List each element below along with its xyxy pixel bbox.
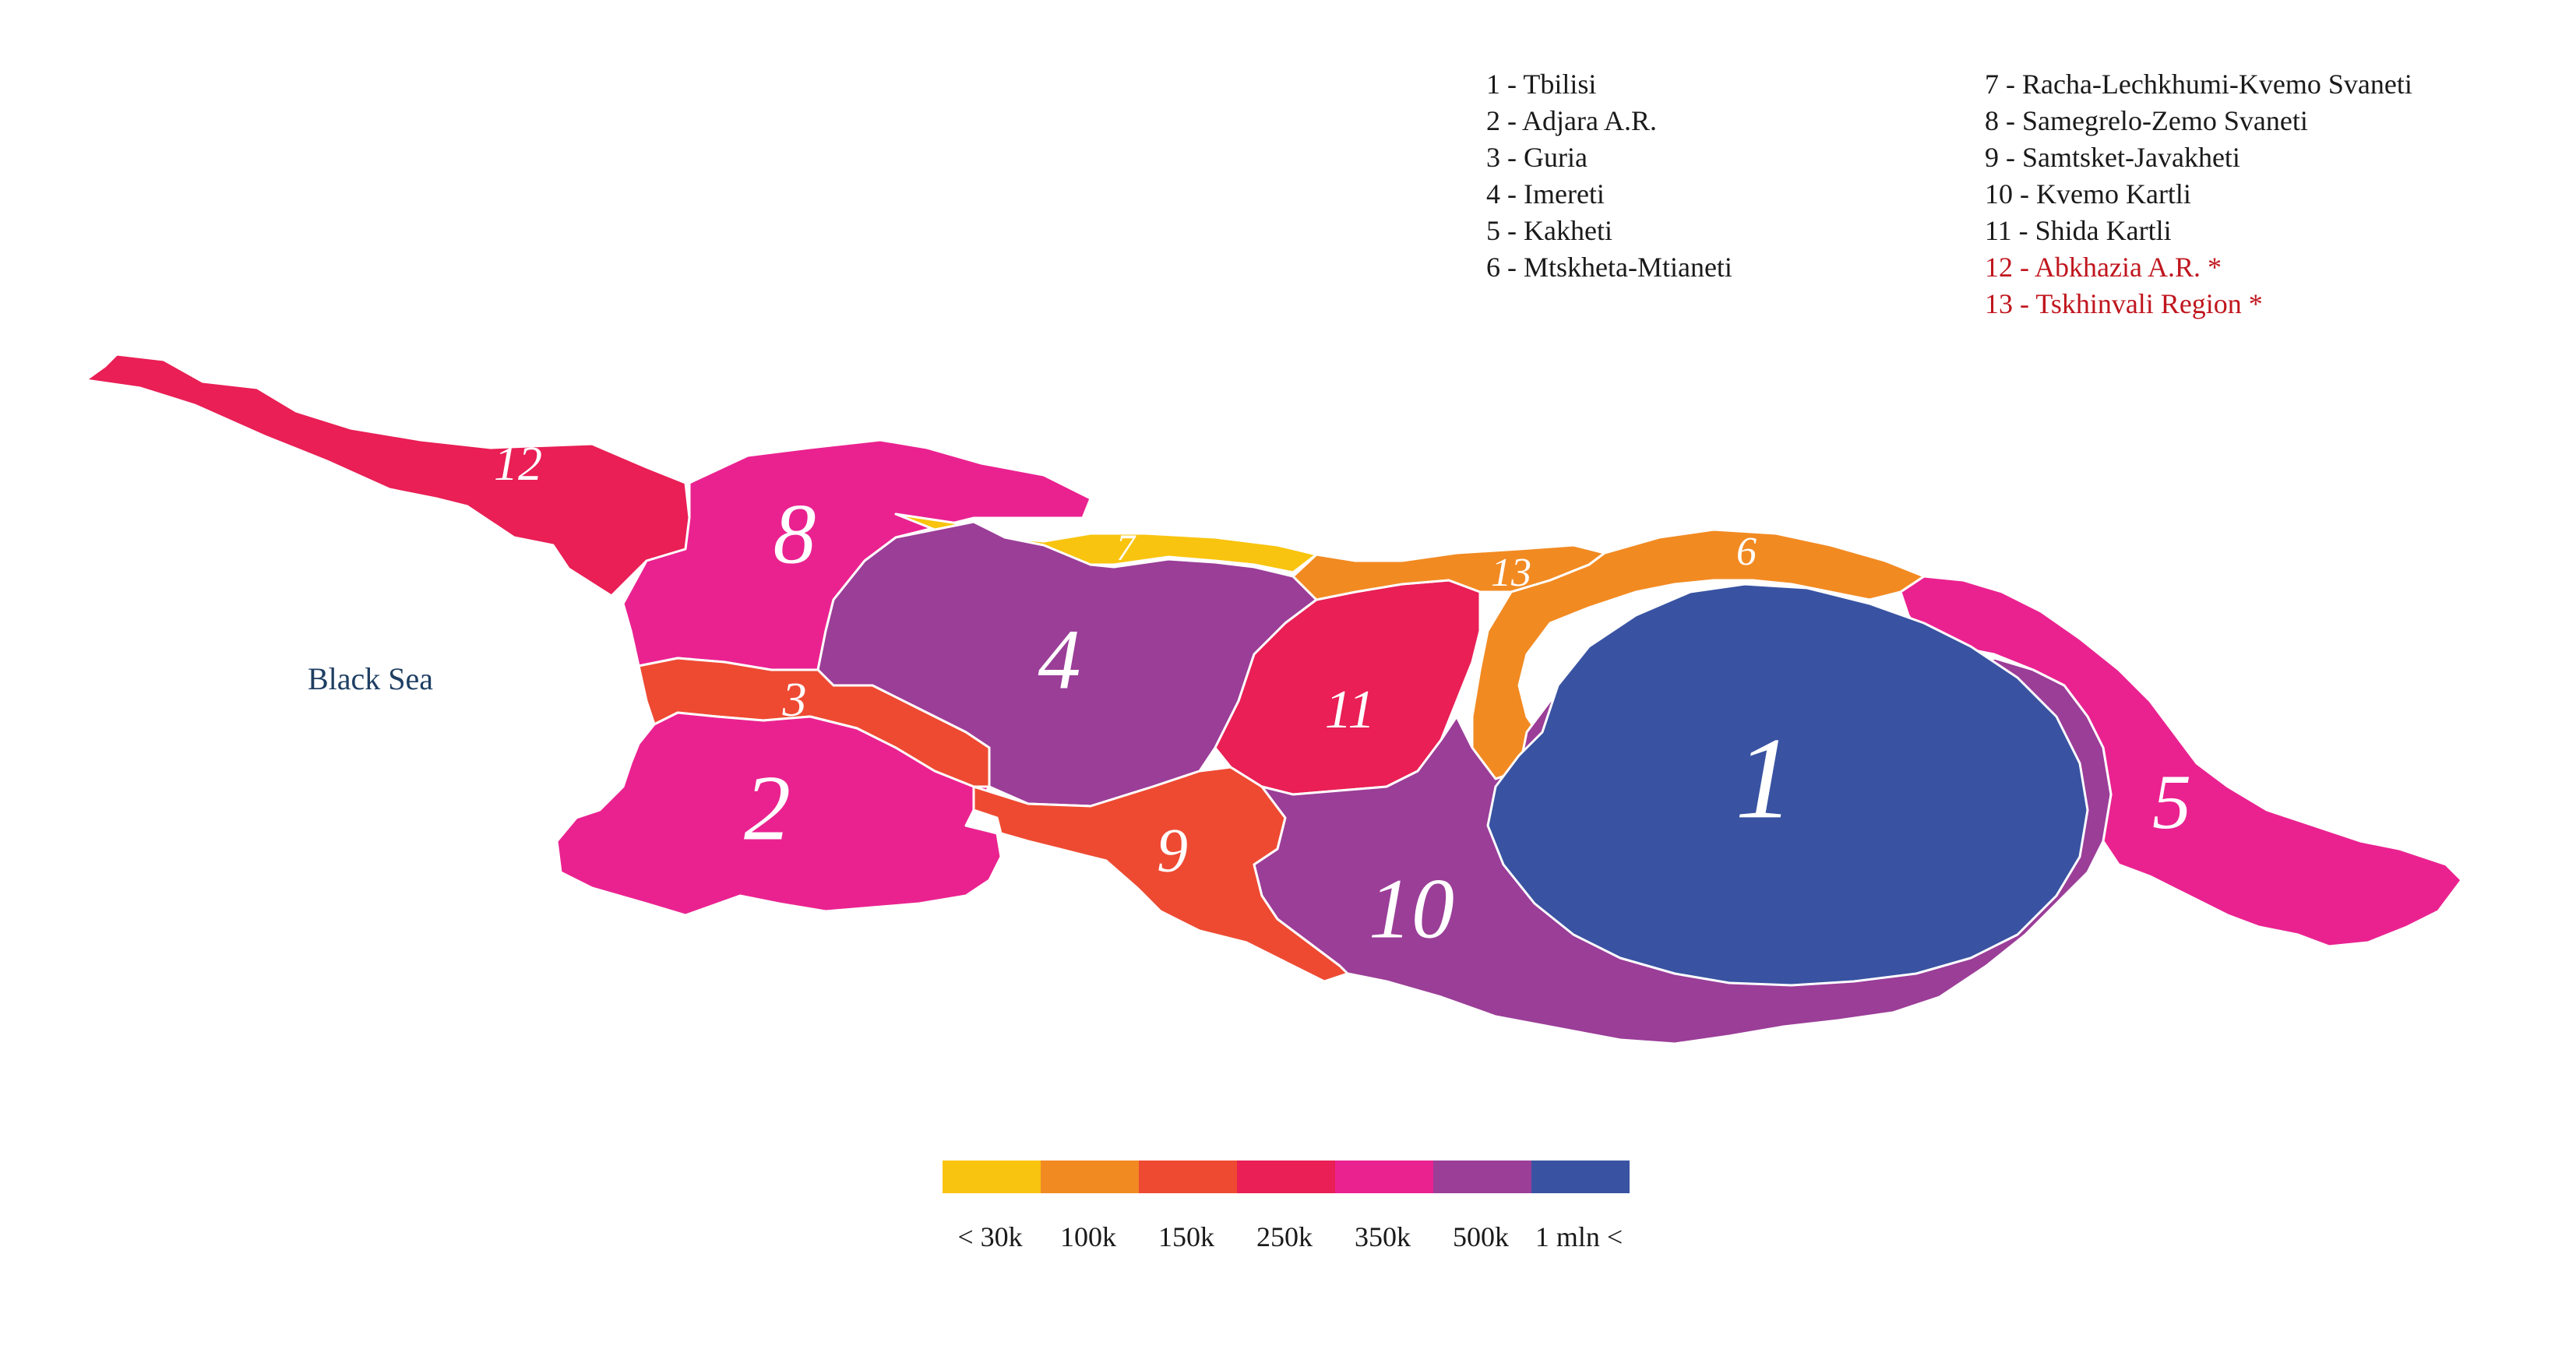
legend-item-11: 11 - Shida Kartli	[1985, 215, 2172, 246]
scale-label-2: 150k	[1158, 1221, 1214, 1252]
legend-column-2: 7 - Racha-Lechkhumi-Kvemo Svaneti 8 - Sa…	[1985, 69, 2412, 319]
scale-label-4: 350k	[1355, 1221, 1411, 1252]
region-label-2: 2	[744, 756, 791, 860]
legend-item-7: 7 - Racha-Lechkhumi-Kvemo Svaneti	[1985, 69, 2412, 100]
region-label-12: 12	[494, 438, 542, 491]
region-12-abkhazia[interactable]	[84, 353, 691, 597]
legend-item-6: 6 - Mtskheta-Mtianeti	[1486, 252, 1732, 283]
scale-swatch-6	[1531, 1161, 1630, 1193]
region-label-1: 1	[1736, 713, 1794, 843]
legend-item-2: 2 - Adjara A.R.	[1486, 105, 1657, 136]
scale-swatch-1	[1041, 1161, 1139, 1193]
legend-item-4: 4 - Imereti	[1486, 178, 1605, 210]
legend-item-12: 12 - Abkhazia A.R. *	[1985, 252, 2222, 283]
region-label-10: 10	[1369, 861, 1454, 956]
region-6-mtskheta[interactable]	[1471, 528, 1926, 780]
color-scale: < 30k 100k 150k 250k 350k 500k 1 mln <	[943, 1161, 1630, 1252]
legend-item-8: 8 - Samegrelo-Zemo Svaneti	[1985, 105, 2308, 136]
region-labels: 1 2 3 4 5 6 7 8 9 10 11 12 13	[494, 438, 2191, 956]
region-label-13: 13	[1491, 551, 1531, 595]
scale-swatch-3	[1237, 1161, 1335, 1193]
scale-label-3: 250k	[1256, 1221, 1313, 1252]
region-label-8: 8	[774, 486, 816, 581]
scale-swatch-2	[1139, 1161, 1237, 1193]
scale-swatch-4	[1335, 1161, 1433, 1193]
legend-item-5: 5 - Kakheti	[1486, 215, 1612, 246]
scale-label-5: 500k	[1453, 1221, 1509, 1252]
legend-item-9: 9 - Samtsket-Javakheti	[1985, 142, 2240, 173]
region-label-7: 7	[1116, 527, 1136, 569]
regions	[84, 353, 2463, 1045]
legend-item-1: 1 - Tbilisi	[1486, 69, 1596, 100]
region-label-6: 6	[1736, 530, 1757, 574]
legend-column-1: 1 - Tbilisi 2 - Adjara A.R. 3 - Guria 4 …	[1486, 69, 1732, 283]
legend-item-10: 10 - Kvemo Kartli	[1985, 178, 2191, 210]
region-label-9: 9	[1157, 816, 1188, 885]
region-2-adjara[interactable]	[555, 711, 1003, 917]
region-1-tbilisi[interactable]	[1486, 583, 2089, 987]
legend-item-3: 3 - Guria	[1486, 142, 1588, 173]
scale-label-6: 1 mln <	[1535, 1221, 1623, 1252]
region-label-4: 4	[1038, 611, 1081, 706]
black-sea-label: Black Sea	[308, 661, 433, 696]
legend-item-13: 13 - Tskhinvali Region *	[1985, 288, 2263, 319]
region-label-11: 11	[1325, 680, 1376, 740]
region-label-3: 3	[782, 674, 807, 727]
scale-swatch-0	[943, 1161, 1041, 1193]
region-label-5: 5	[2152, 759, 2191, 845]
scale-label-1: 100k	[1060, 1221, 1116, 1252]
scale-swatch-5	[1433, 1161, 1531, 1193]
scale-label-0: < 30k	[957, 1221, 1022, 1252]
